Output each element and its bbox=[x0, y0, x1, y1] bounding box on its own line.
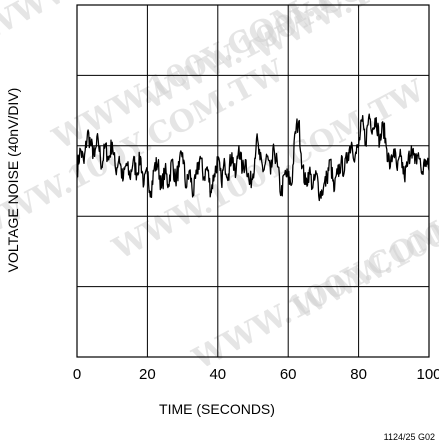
x-tick-label: 0 bbox=[73, 366, 81, 383]
x-tick-label: 60 bbox=[280, 366, 297, 383]
x-tick-label: 40 bbox=[209, 366, 226, 383]
plot-frame bbox=[76, 4, 430, 358]
figure-id: 1124/25 G02 bbox=[384, 432, 435, 442]
x-tick-label: 20 bbox=[139, 366, 156, 383]
noise-series-line bbox=[76, 113, 430, 202]
x-tick-label: 80 bbox=[350, 366, 367, 383]
x-tick-labels: 0 20 40 60 80 100 bbox=[73, 366, 439, 383]
x-tick-label: 100 bbox=[416, 366, 439, 383]
watermark-layer: WWW.100Y.COM.TWWWW.100Y.COM.TWWWW.100Y.C… bbox=[0, 0, 439, 378]
chart-grid bbox=[76, 4, 430, 358]
x-axis-label: TIME (SECONDS) bbox=[159, 401, 275, 417]
y-axis-label: VOLTAGE NOISE (40nV/DIV) bbox=[5, 88, 21, 273]
plot-area bbox=[76, 113, 430, 202]
